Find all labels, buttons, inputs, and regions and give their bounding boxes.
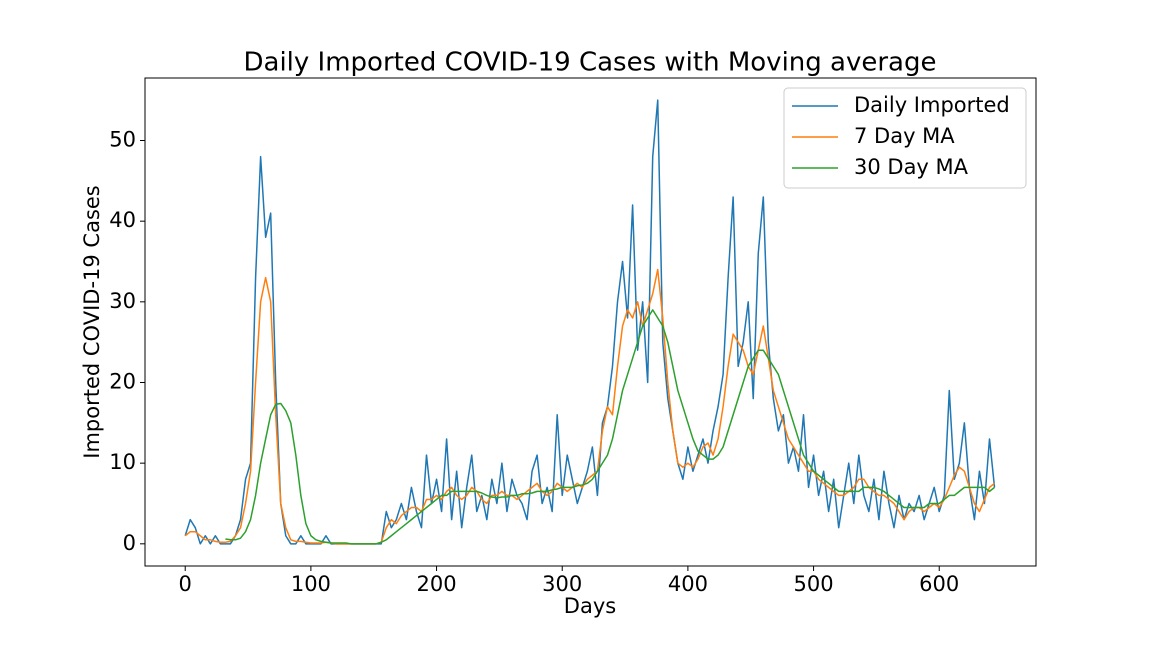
y-tick-label: 0 bbox=[123, 531, 136, 555]
y-tick-label: 40 bbox=[109, 208, 136, 232]
y-tick-label: 10 bbox=[109, 450, 136, 474]
series-line bbox=[184, 99, 996, 545]
y-tick-label: 20 bbox=[109, 369, 136, 393]
y-axis-label: Imported COVID-19 Cases bbox=[80, 185, 104, 458]
series-line bbox=[225, 309, 995, 545]
plot-frame bbox=[144, 77, 1037, 567]
legend-label: 30 Day MA bbox=[854, 155, 969, 179]
x-tick-label: 600 bbox=[919, 572, 959, 596]
x-tick-label: 0 bbox=[179, 572, 192, 596]
series-line bbox=[184, 268, 995, 545]
chart-title: Daily Imported COVID-19 Cases with Movin… bbox=[244, 48, 937, 78]
legend-label: Daily Imported bbox=[854, 93, 1010, 117]
x-tick-label: 400 bbox=[668, 572, 708, 596]
legend-label: 7 Day MA bbox=[854, 124, 955, 148]
legend-box bbox=[783, 87, 1027, 189]
x-tick-label: 200 bbox=[417, 572, 457, 596]
x-tick-label: 100 bbox=[291, 572, 331, 596]
x-axis-label: Days bbox=[564, 594, 616, 618]
x-tick-label: 300 bbox=[542, 572, 582, 596]
y-tick-label: 50 bbox=[109, 128, 136, 152]
y-tick-label: 30 bbox=[109, 289, 136, 313]
x-tick-label: 500 bbox=[794, 572, 834, 596]
